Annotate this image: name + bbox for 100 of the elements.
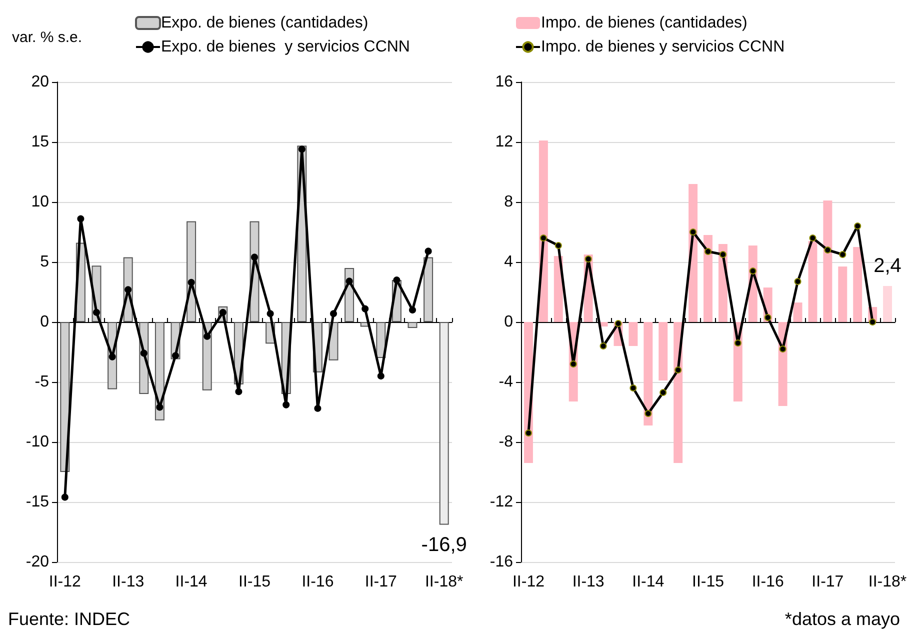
bar (853, 247, 862, 322)
point (204, 332, 211, 340)
point (614, 320, 622, 327)
text: *datos a mayo (784, 609, 900, 629)
legend-label: Impo. de bienes y servicios CCNN (541, 38, 785, 56)
point (93, 308, 100, 316)
legend-label: Expo. de bienes y servicios CCNN (161, 38, 410, 56)
point (839, 251, 846, 258)
x-tick-label: II-18* (424, 574, 464, 590)
y-tick-label: -5 (34, 374, 50, 390)
y-tick-label: -10 (26, 434, 50, 450)
y-tick-label: 0 (504, 314, 514, 330)
point (108, 353, 116, 360)
y-tick-label: -15 (26, 494, 50, 510)
x-tick-label: II-15 (692, 574, 724, 590)
point (554, 242, 562, 249)
x-tick-label: II-14 (632, 574, 664, 590)
bar (793, 302, 802, 322)
x-tick-label: II-18* (868, 574, 907, 590)
point (362, 305, 369, 312)
y-tick-label: 12 (495, 134, 514, 150)
source-note: Fuente: INDEC (8, 609, 130, 629)
bar (408, 322, 418, 328)
bar (704, 235, 712, 322)
point (824, 246, 832, 254)
x-tick-label: II-17 (364, 574, 398, 590)
y-tick-label: -12 (490, 494, 514, 510)
bar (883, 286, 892, 322)
y-tick-label: 5 (40, 254, 50, 270)
y-tick-label: -4 (498, 374, 514, 390)
point (660, 389, 667, 396)
y-tick-label: -8 (498, 434, 514, 450)
point (570, 360, 577, 368)
point (172, 352, 179, 360)
point (77, 215, 84, 222)
x-tick-label: II-12 (512, 574, 545, 590)
legend-label: Expo. de bienes (cantidades) (161, 14, 368, 32)
bar (628, 322, 638, 346)
point (235, 388, 242, 396)
x-tick-label: II-16 (752, 574, 784, 590)
point (630, 384, 637, 392)
y-axis-title: var. % s.e. (12, 29, 82, 46)
x-tick-label: II-17 (812, 574, 844, 590)
point (704, 248, 712, 255)
point (764, 314, 772, 321)
y-tick-label: 4 (504, 254, 514, 270)
point (330, 310, 337, 318)
point (409, 306, 416, 314)
bar (838, 266, 848, 322)
x-tick-label: II-13 (572, 574, 604, 590)
point (377, 372, 384, 380)
point (188, 278, 195, 286)
point (869, 318, 876, 326)
bar (376, 322, 386, 358)
point (424, 248, 432, 255)
point (734, 340, 742, 346)
point (61, 494, 68, 501)
x-tick-label: II-14 (175, 574, 208, 590)
bar (823, 200, 832, 322)
point (674, 366, 682, 374)
bar (439, 322, 449, 525)
point (266, 310, 274, 318)
point (779, 346, 786, 352)
point (298, 146, 306, 153)
point (644, 410, 652, 417)
data-label: 2,4 (874, 255, 902, 277)
bar (658, 322, 668, 380)
x-tick-label: II-13 (112, 574, 144, 590)
point (393, 276, 400, 284)
point (314, 404, 322, 412)
point (690, 228, 697, 236)
point (282, 401, 290, 408)
point (124, 286, 132, 294)
y-tick-label: -20 (26, 554, 50, 570)
x-tick-label: II-16 (302, 574, 334, 590)
point (540, 234, 547, 242)
x-tick-label: II-15 (238, 574, 271, 590)
data-label: -16,9 (421, 534, 467, 556)
point (346, 278, 353, 285)
point (719, 251, 726, 258)
point (156, 404, 164, 411)
point (794, 278, 802, 285)
bar (808, 241, 818, 322)
point (600, 342, 607, 350)
point (854, 222, 862, 230)
point (251, 254, 258, 261)
point (140, 350, 148, 357)
y-tick-label: -16 (490, 554, 514, 570)
bar (644, 322, 653, 426)
x-tick-label: II-12 (48, 574, 82, 590)
y-tick-label: 16 (495, 74, 514, 90)
legend-label: Impo. de bienes (cantidades) (541, 14, 748, 32)
y-tick-label: 10 (31, 194, 50, 210)
point (584, 256, 592, 262)
y-tick-label: 15 (31, 134, 50, 150)
point (524, 430, 532, 436)
point (749, 268, 756, 274)
y-tick-label: 20 (31, 74, 50, 90)
y-tick-label: 0 (40, 314, 50, 330)
y-tick-label: 8 (504, 194, 514, 210)
